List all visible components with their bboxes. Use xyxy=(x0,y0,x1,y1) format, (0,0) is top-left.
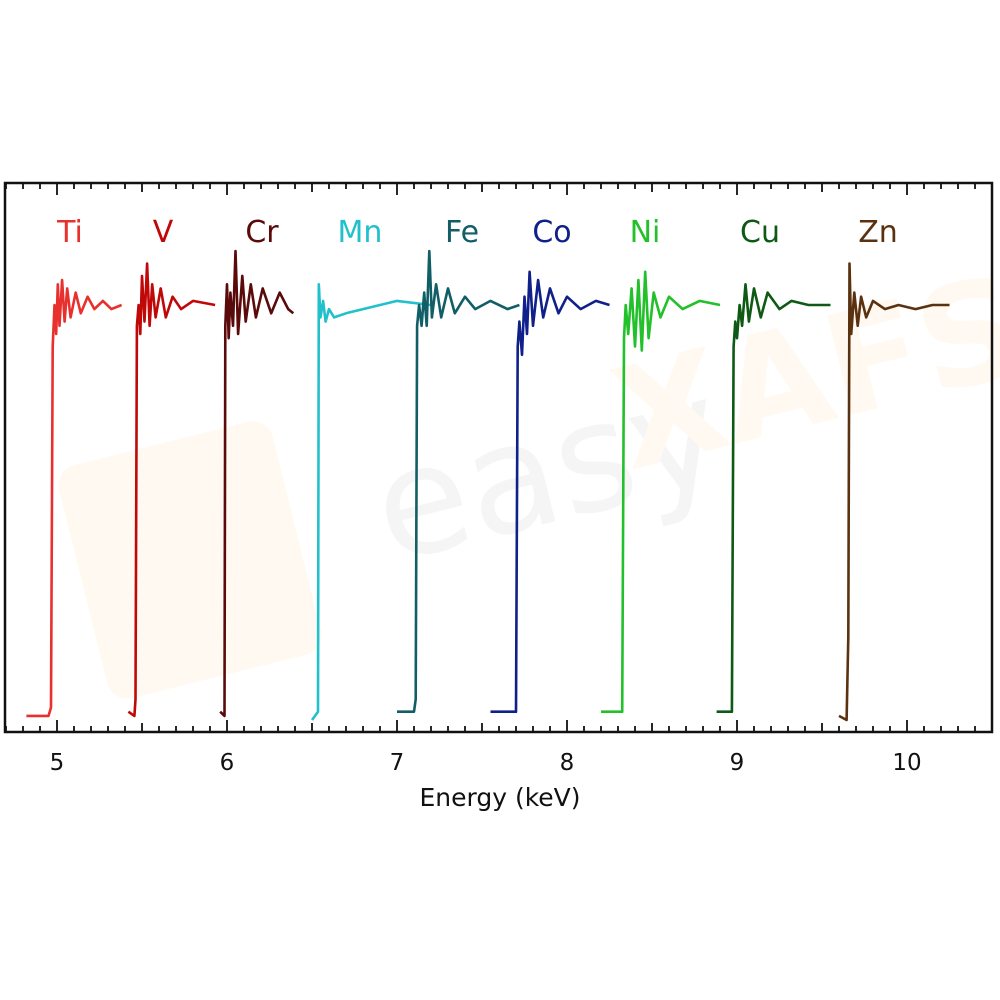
series-label-zn: Zn xyxy=(858,215,898,250)
series-line-fe xyxy=(397,249,520,713)
x-tick-label: 6 xyxy=(220,750,235,776)
series-label-ti: Ti xyxy=(56,215,83,250)
watermark-logo: easy XAFS xyxy=(58,245,1000,699)
series-label-ni: Ni xyxy=(630,215,661,250)
x-tick-label: 5 xyxy=(50,750,65,776)
x-axis-label: Energy (keV) xyxy=(419,783,580,812)
series-line-ti xyxy=(26,278,123,718)
series-layer xyxy=(26,249,950,722)
series-label-co: Co xyxy=(532,215,571,250)
series-label-fe: Fe xyxy=(445,215,479,250)
series-line-mn xyxy=(310,283,432,721)
series-label-cu: Cu xyxy=(740,215,780,250)
series-label-v: V xyxy=(153,215,174,250)
x-tick-label: 9 xyxy=(730,750,745,776)
x-axis-tick-labels: 5 6 7 8 9 10 xyxy=(50,750,922,776)
series-line-zn xyxy=(838,262,950,722)
series-line-ni xyxy=(601,270,721,713)
x-axis-ticks xyxy=(5,183,976,732)
x-tick-label: 7 xyxy=(390,750,405,776)
x-tick-label: 8 xyxy=(560,750,575,776)
series-line-cr xyxy=(219,249,295,718)
series-labels: Ti V Cr Mn Fe Co Ni Cu Zn xyxy=(56,215,898,250)
series-line-co xyxy=(490,270,610,713)
series-line-cu xyxy=(716,283,831,713)
x-tick-label: 10 xyxy=(892,750,921,776)
series-label-cr: Cr xyxy=(245,215,279,250)
series-line-v xyxy=(127,262,216,718)
series-label-mn: Mn xyxy=(338,215,383,250)
